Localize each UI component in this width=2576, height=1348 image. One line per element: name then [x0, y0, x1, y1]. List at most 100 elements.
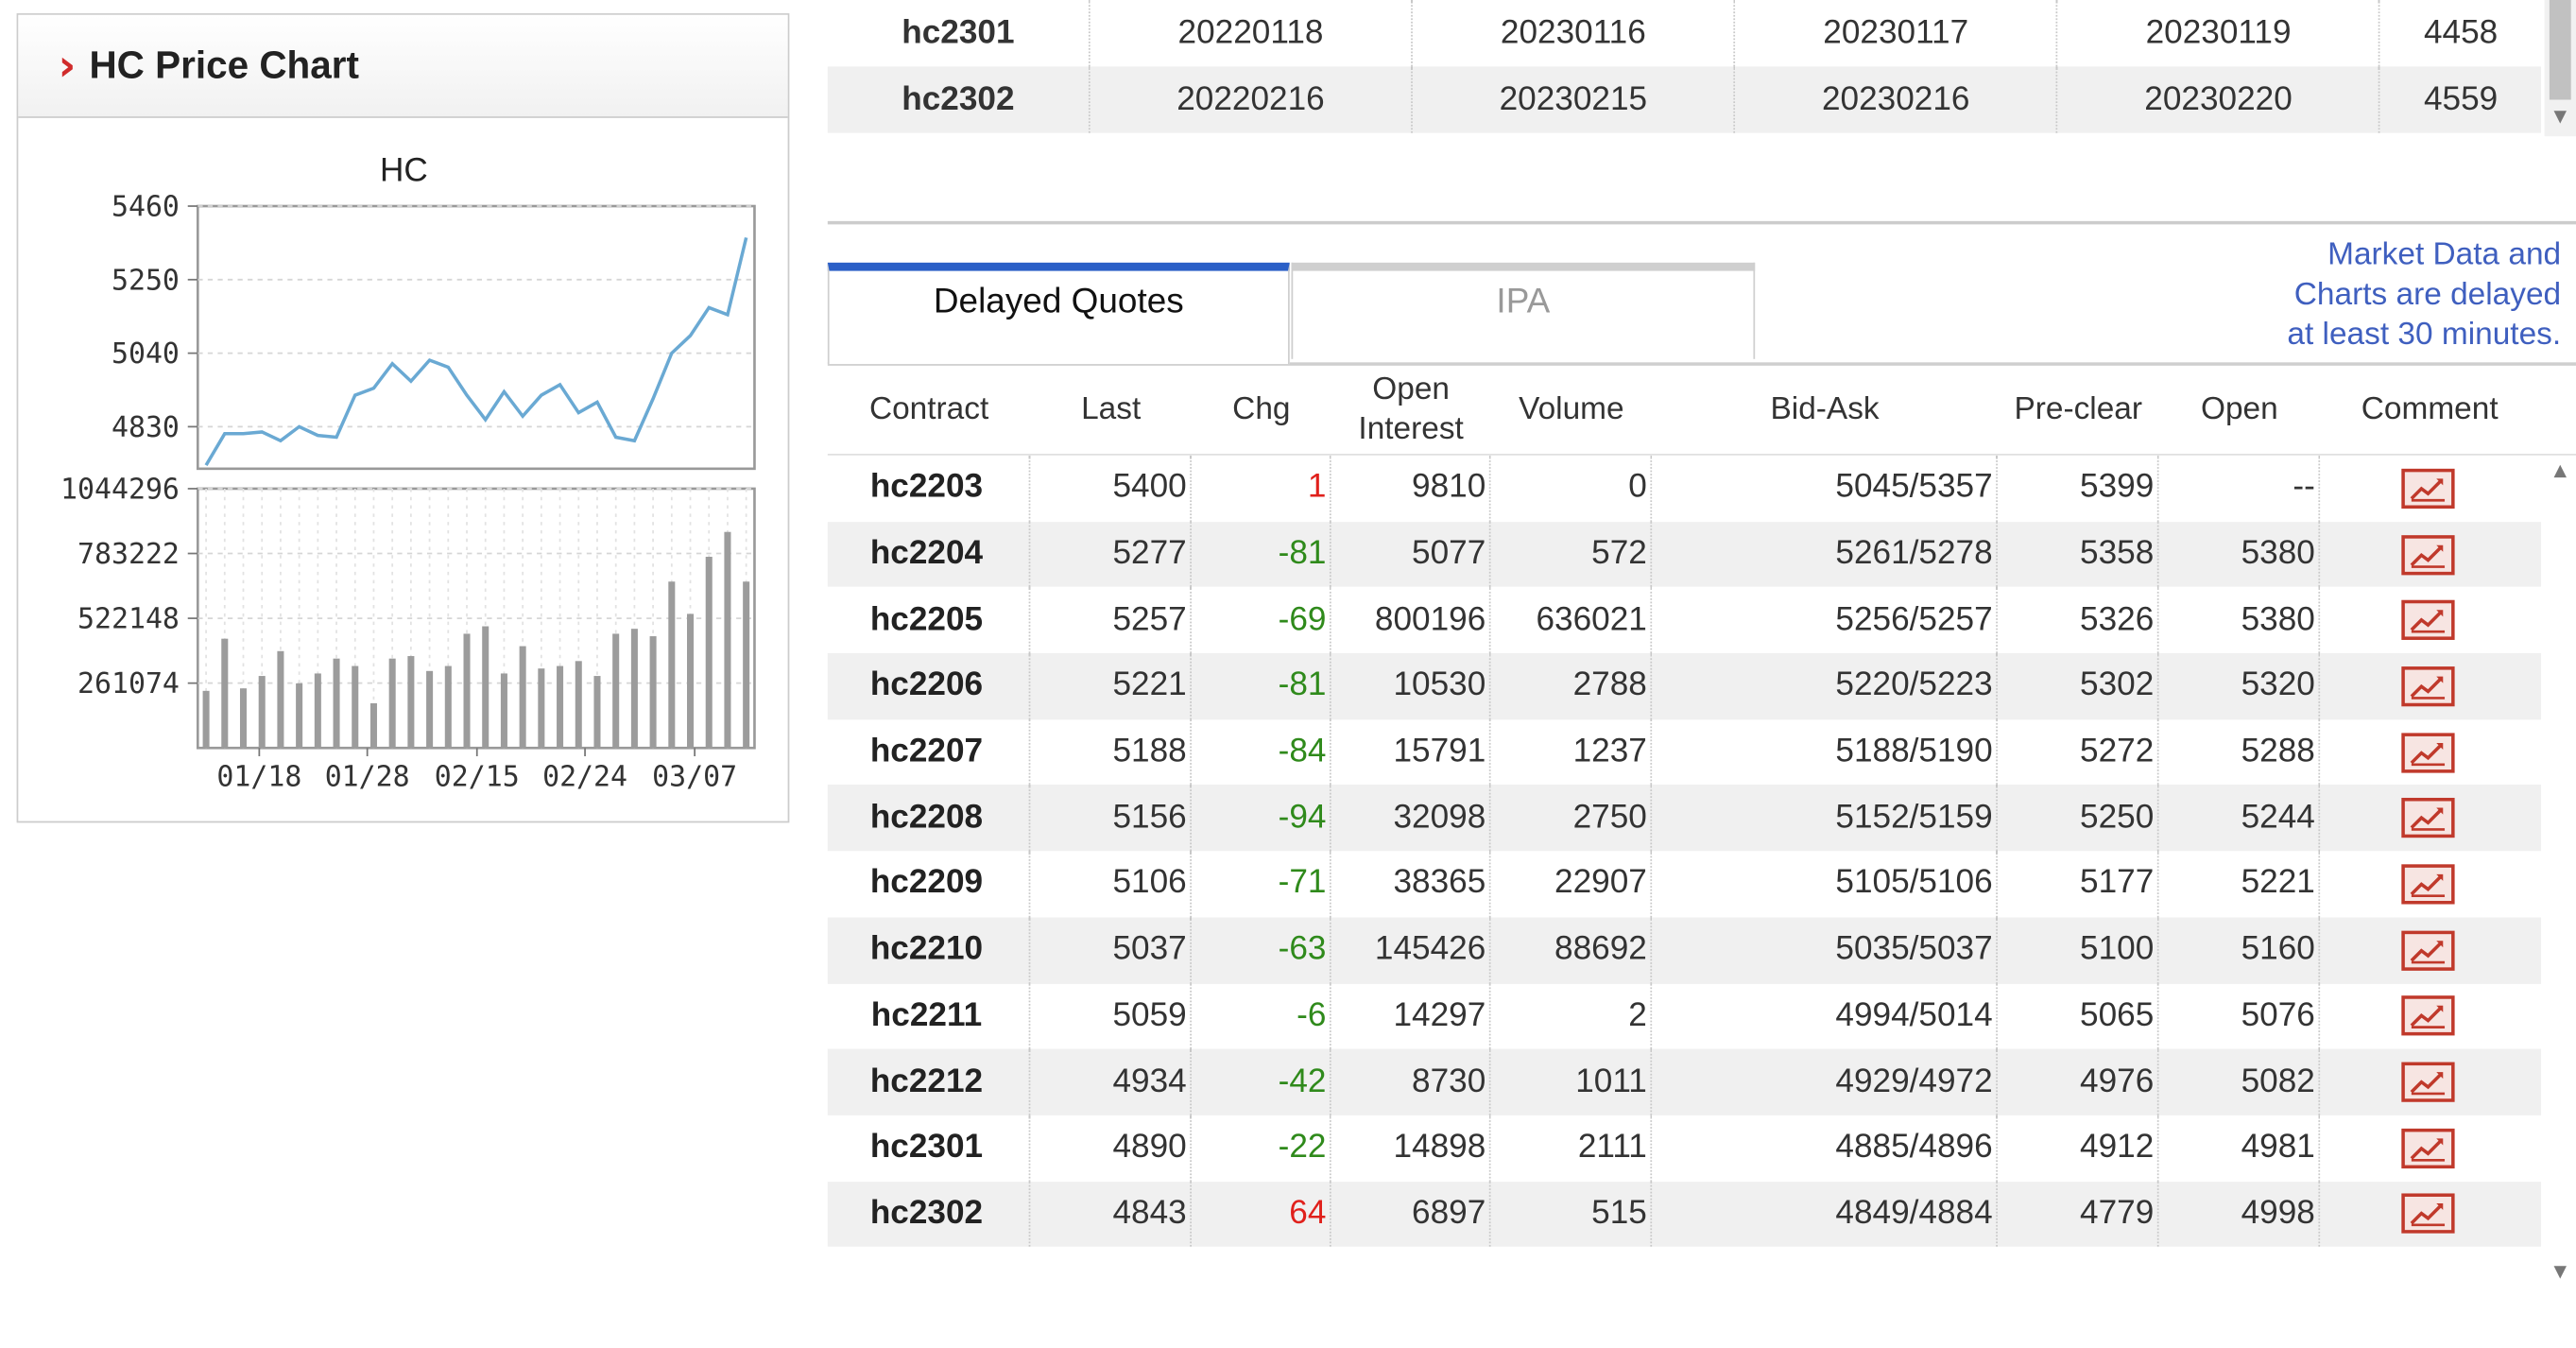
- table-cell: 20230116: [1412, 0, 1736, 67]
- open-cell: 5320: [2159, 653, 2321, 719]
- chart-icon-glyph: [2410, 1006, 2446, 1029]
- table-row[interactable]: hc2212 4934 -42 8730 1011 4929/4972 4976 5082: [827, 1048, 2542, 1115]
- scrollbar-thumb[interactable]: [2549, 0, 2571, 100]
- table-row[interactable]: hc2203 5400 1 9810 0 5045/5357 5399 --: [828, 455, 2541, 522]
- volume-cell: 515: [1491, 1181, 1653, 1248]
- comment-cell: [2320, 851, 2539, 917]
- chart-icon-glyph: [2410, 808, 2446, 832]
- price-line-series: [204, 236, 748, 467]
- chevron-right-icon: ›: [58, 41, 77, 91]
- last-cell: 4890: [1030, 1115, 1192, 1182]
- scroll-down-arrow-icon[interactable]: ▼: [2553, 1263, 2567, 1282]
- contract-cell[interactable]: hc2209: [828, 851, 1031, 918]
- volume-bar: [444, 665, 452, 749]
- chart-icon[interactable]: [2401, 798, 2455, 838]
- contract-cell[interactable]: hc2208: [828, 785, 1031, 852]
- chart-icon[interactable]: [2401, 1194, 2455, 1235]
- volume-bar: [724, 531, 731, 749]
- table-row[interactable]: hc2206 5221 -81 10530 2788 5220/5223 5302 5320: [827, 653, 2542, 719]
- contract-cell: hc2301: [827, 0, 1091, 67]
- contract-cell[interactable]: hc2203: [828, 455, 1031, 522]
- chart-icon[interactable]: [2401, 930, 2455, 971]
- chart-icon[interactable]: [2401, 468, 2455, 509]
- open-interest-cell: 15791: [1331, 718, 1491, 786]
- hc-price-chart-panel: › HC Price Chart HC 5460 5250 5040 4830 10442…: [16, 13, 790, 823]
- contract-cell[interactable]: hc2211: [828, 983, 1031, 1049]
- quotes-table-scrollbar[interactable]: ▲ ▼: [2544, 457, 2576, 1288]
- open-interest-cell: 10530: [1331, 653, 1491, 719]
- volume-bar: [352, 665, 359, 749]
- contract-cell[interactable]: hc2301: [828, 1115, 1031, 1182]
- volume-cell: 1237: [1491, 718, 1653, 786]
- bid-ask-cell: 5188/5190: [1652, 718, 1998, 786]
- table-row[interactable]: hc2211 5059 -6 14297 2 4994/5014 5065 5076: [828, 983, 2541, 1049]
- table-cell: 20220118: [1089, 0, 1414, 67]
- change-cell: -63: [1192, 917, 1331, 984]
- header-last[interactable]: Last: [1081, 391, 1142, 427]
- chart-icon[interactable]: [2401, 665, 2455, 707]
- delay-notice-line: Charts are delayed: [2293, 277, 2562, 313]
- table-row[interactable]: hc2205 5257 -69 800196 636021 5256/5257 5326 53…: [828, 587, 2541, 654]
- header-chg[interactable]: Chg: [1232, 391, 1291, 427]
- volume-bar: [743, 581, 750, 749]
- scroll-down-arrow-icon[interactable]: ▼: [2553, 108, 2567, 127]
- comment-cell: [2320, 786, 2539, 852]
- scroll-up-arrow-icon[interactable]: ▲: [2553, 461, 2567, 481]
- last-cell: 5106: [1030, 851, 1192, 918]
- table-row[interactable]: hc2208 5156 -94 32098 2750 5152/5159 5250 5244: [827, 785, 2542, 852]
- contract-cell[interactable]: hc2205: [828, 587, 1031, 654]
- table-row: hc2301 20220118 20230116 20230117 20230119 44…: [827, 0, 2541, 67]
- table-row[interactable]: hc2204 5277 -81 5077 572 5261/5278 5358 5380: [827, 521, 2542, 588]
- contract-cell[interactable]: hc2212: [828, 1048, 1031, 1115]
- chart-icon[interactable]: [2401, 732, 2455, 772]
- table-row[interactable]: hc2302 4843 64 6897 515 4849/4884 4779 4998: [827, 1181, 2542, 1248]
- table-row[interactable]: hc2209 5106 -71 38365 22907 5105/5106 5177 5221: [828, 851, 2541, 918]
- contract-cell[interactable]: hc2210: [828, 917, 1031, 984]
- volume-cell: 2750: [1491, 785, 1653, 852]
- volume-bar: [482, 626, 489, 749]
- chart-icon[interactable]: [2401, 1062, 2455, 1102]
- chart-icon-glyph: [2410, 610, 2446, 633]
- header-bid-ask[interactable]: Bid-Ask: [1770, 391, 1880, 427]
- volume-bar: [668, 581, 676, 749]
- volume-bar: [575, 661, 582, 749]
- open-interest-cell: 14898: [1331, 1115, 1491, 1182]
- open-interest-cell: 5077: [1331, 521, 1491, 588]
- chart-icon[interactable]: [2401, 534, 2455, 575]
- table-cell: 20220216: [1089, 66, 1414, 133]
- open-interest-cell: 14297: [1331, 983, 1491, 1049]
- pre-clear-cell: 5100: [1998, 917, 2159, 984]
- tab-ipa[interactable]: IPA: [1291, 262, 1756, 359]
- contract-cell[interactable]: hc2302: [828, 1181, 1031, 1248]
- header-volume[interactable]: Volume: [1519, 391, 1624, 427]
- bid-ask-cell: 5256/5257: [1652, 587, 1998, 654]
- contract-cell[interactable]: hc2206: [828, 653, 1031, 719]
- header-open-interest[interactable]: Open Interest: [1331, 366, 1491, 454]
- chart-icon[interactable]: [2401, 995, 2455, 1037]
- delayed-quotes-table: Contract Last Chg Open Interest Volume B…: [827, 366, 2576, 1288]
- contract-cell[interactable]: hc2204: [828, 521, 1031, 588]
- last-cell: 5400: [1030, 455, 1192, 522]
- bid-ask-cell: 4849/4884: [1652, 1181, 1998, 1248]
- chart-panel-header: › HC Price Chart: [18, 14, 788, 118]
- table-row[interactable]: hc2207 5188 -84 15791 1237 5188/5190 5272 5288: [828, 718, 2541, 786]
- chart-icon[interactable]: [2401, 1128, 2455, 1168]
- chart-icon[interactable]: [2401, 864, 2455, 905]
- volume-bar: [593, 676, 601, 749]
- chart-icon[interactable]: [2401, 600, 2455, 641]
- contract-cell[interactable]: hc2207: [828, 718, 1031, 786]
- header-open[interactable]: Open: [2200, 391, 2278, 427]
- top-table-scrollbar[interactable]: ▼: [2544, 0, 2576, 137]
- header-pre-clear[interactable]: Pre-clear: [2014, 391, 2143, 427]
- price-axis-tick-label: 5460: [112, 191, 180, 224]
- table-row[interactable]: hc2210 5037 -63 145426 88692 5035/5037 5100 516…: [827, 917, 2542, 984]
- volume-cell: 88692: [1491, 917, 1653, 984]
- tab-delayed-quotes[interactable]: Delayed Quotes: [827, 262, 1290, 365]
- tab-bar: Delayed Quotes IPA: [827, 262, 2576, 366]
- comment-cell: [2320, 587, 2539, 653]
- table-row[interactable]: hc2301 4890 -22 14898 2111 4885/4896 4912 4981: [828, 1115, 2541, 1182]
- change-cell: 1: [1192, 455, 1331, 522]
- header-contract[interactable]: Contract: [868, 391, 989, 427]
- volume-bar: [221, 638, 229, 749]
- contract-dates-table-region: hc2301 20220118 20230116 20230117 20230119 44…: [827, 0, 2576, 137]
